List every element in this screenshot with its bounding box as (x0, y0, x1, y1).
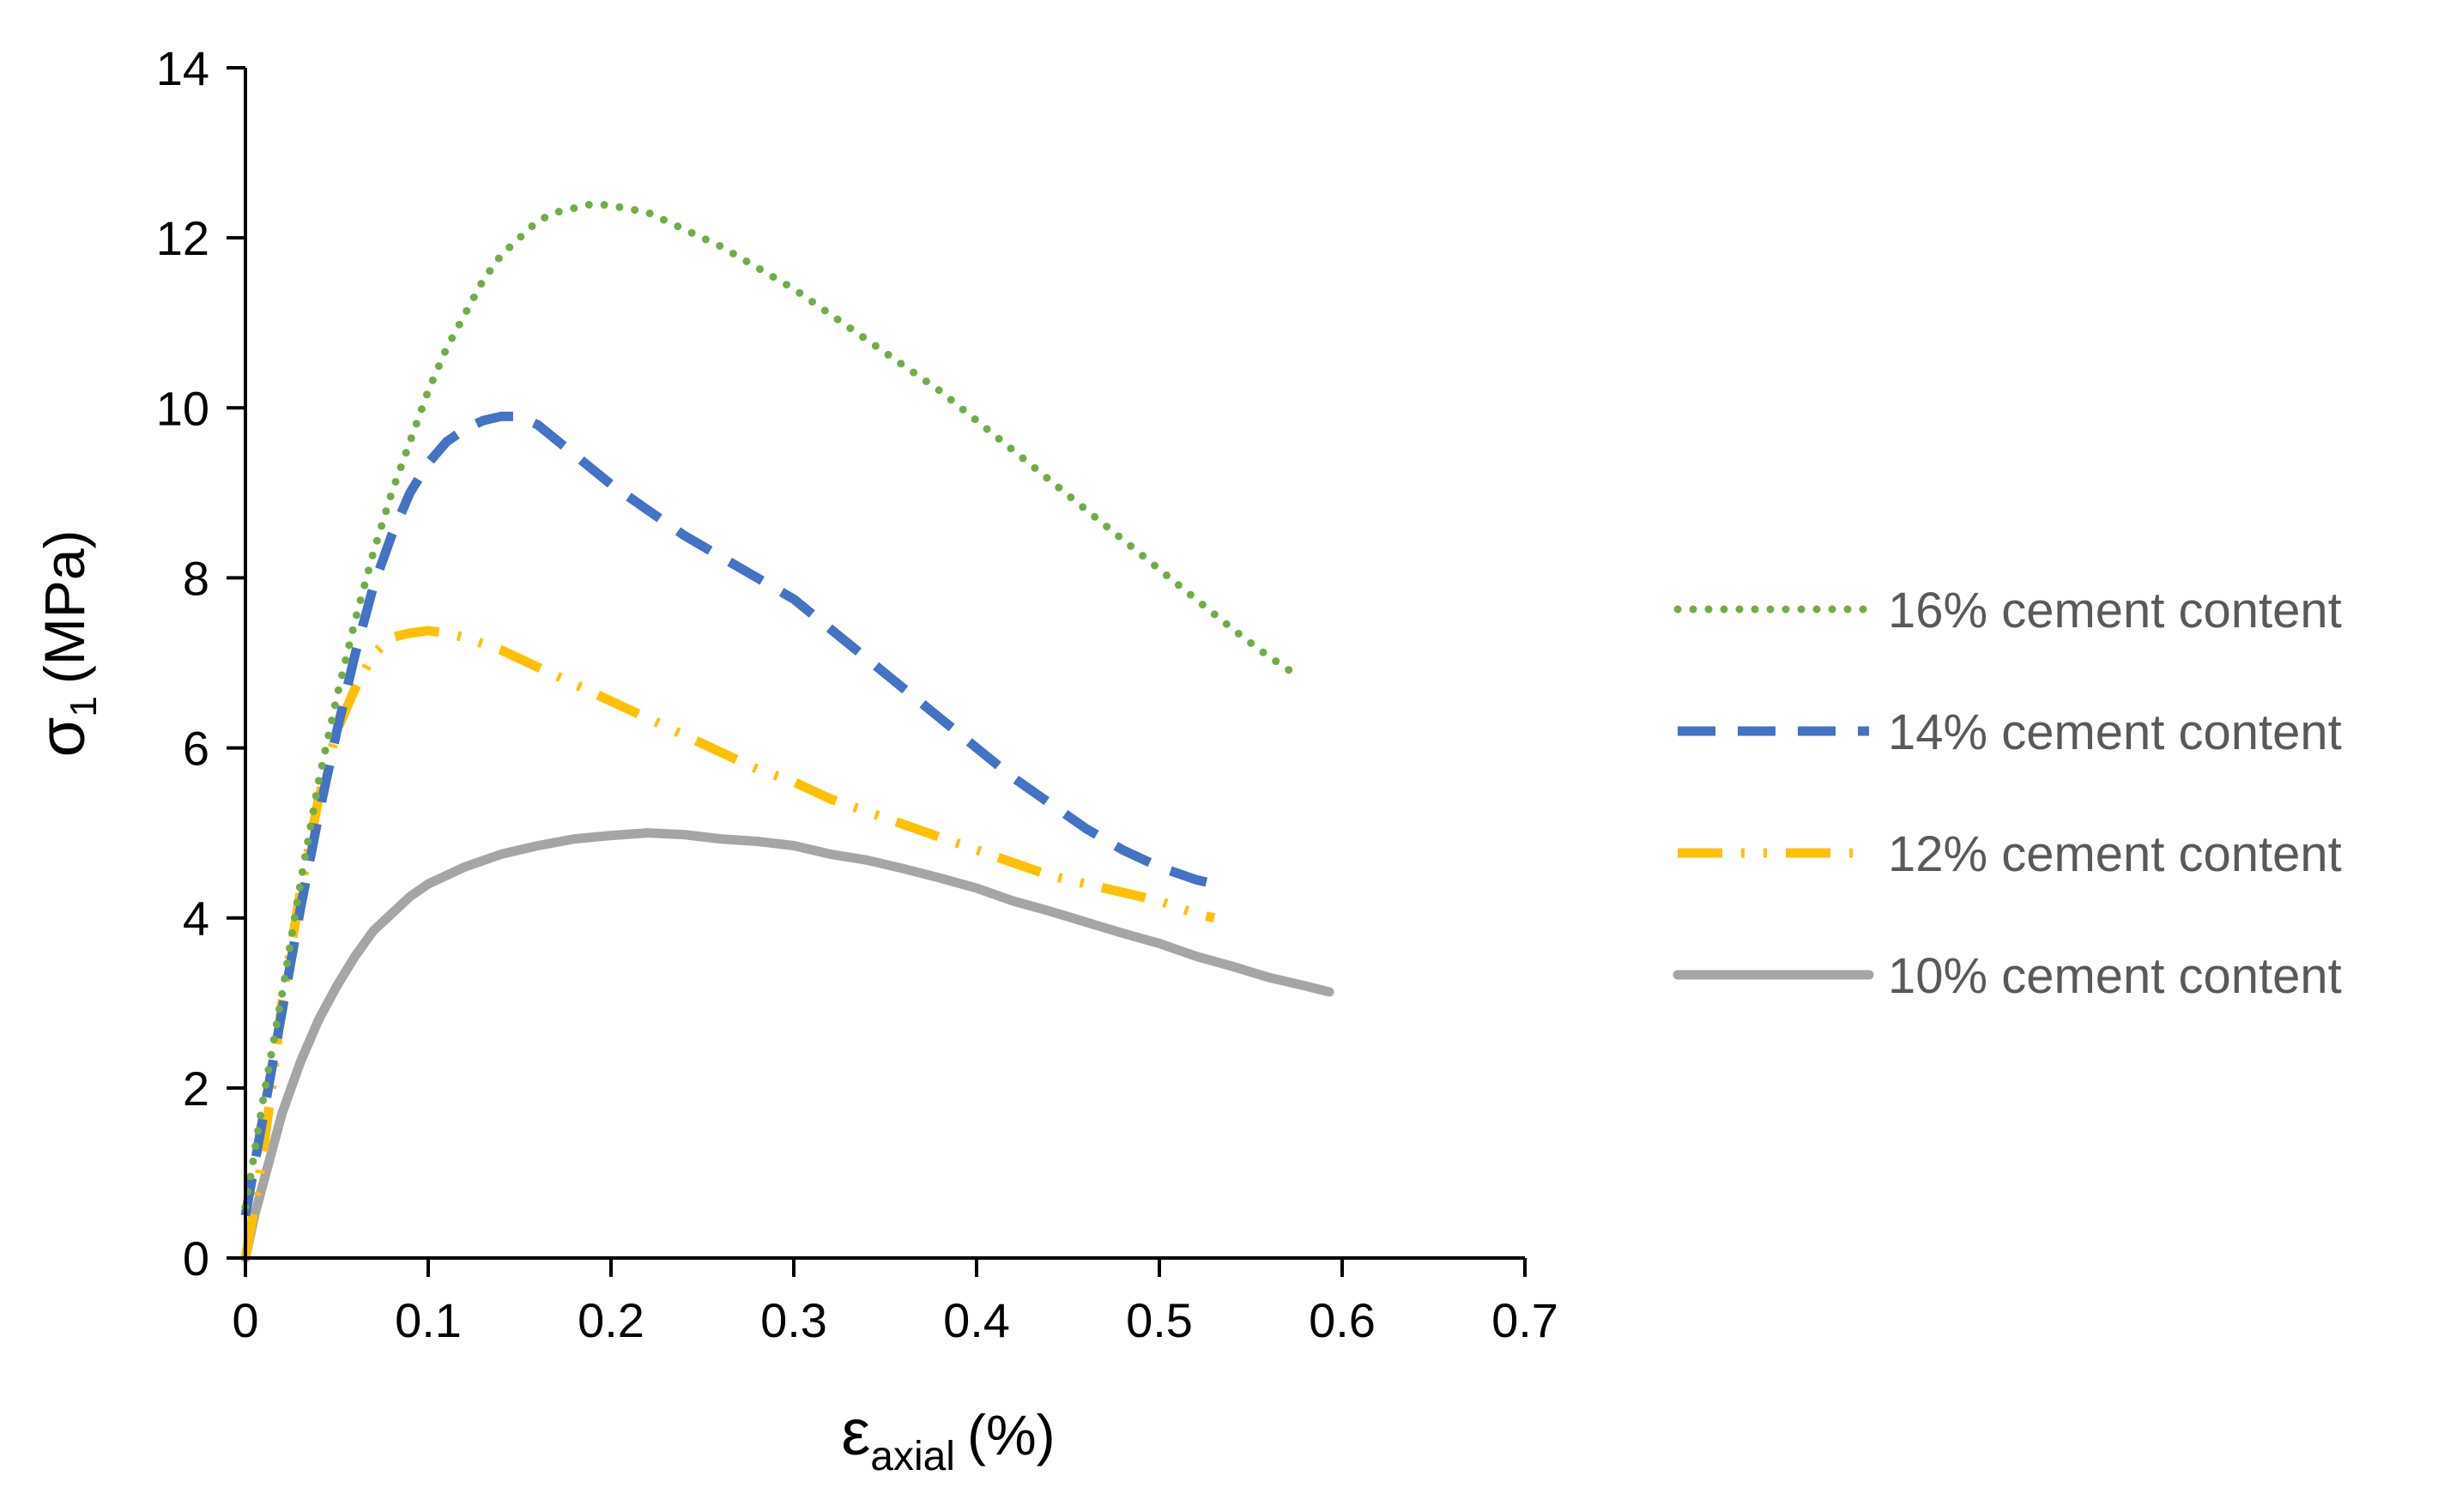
y-tick-label: 2 (183, 1061, 209, 1116)
y-tick-label: 14 (156, 41, 209, 95)
y-axis-subscript: 1 (63, 696, 105, 717)
y-tick-label: 10 (156, 381, 209, 435)
legend-label: 14% cement content (1888, 705, 2342, 760)
x-tick-label: 0 (232, 1293, 258, 1347)
series-layer (240, 200, 1334, 1263)
x-axis-subscript: axial (870, 1434, 955, 1479)
legend-item: 14% cement content (1678, 705, 2342, 760)
x-axis-unit: (%) (967, 1403, 1056, 1467)
x-axis-symbol: ε (841, 1396, 870, 1469)
y-tick-label: 6 (183, 722, 209, 776)
x-tick-label: 0.5 (1126, 1293, 1193, 1347)
series-line-10pct (240, 828, 1334, 1263)
plot-area (240, 200, 1334, 1263)
x-tick-label: 0.1 (395, 1293, 462, 1347)
x-axis-title: εaxial (%) (841, 1396, 1055, 1479)
legend-item: 12% cement content (1678, 826, 2342, 882)
y-axis-title: σ1 (MPa) (26, 529, 105, 757)
y-tick-label: 0 (183, 1231, 209, 1285)
axes: 0 2 4 6 8 10 12 14 0 0.1 0.2 0.3 0.4 0.5 0.6 0.7 (156, 41, 1558, 1347)
legend-label: 16% cement content (1888, 583, 2342, 638)
y-axis-unit: (MPa) (33, 529, 96, 684)
x-tick-label: 0.7 (1491, 1293, 1558, 1347)
x-tick-label: 0.2 (578, 1293, 644, 1347)
y-tick-label: 12 (156, 211, 209, 265)
y-axis-symbol: σ (26, 717, 99, 758)
x-tick-label: 0.4 (943, 1293, 1010, 1347)
legend-label: 10% cement content (1888, 948, 2342, 1004)
x-ticks: 0 0.1 0.2 0.3 0.4 0.5 0.6 0.7 (232, 1258, 1558, 1347)
y-tick-label: 8 (183, 551, 209, 605)
legend-item: 10% cement content (1673, 948, 2342, 1004)
legend-label: 12% cement content (1888, 826, 2342, 882)
x-tick-label: 0.6 (1309, 1293, 1376, 1347)
legend-item: 16% cement content (1673, 583, 2342, 638)
series-line-12pct (240, 626, 1216, 1259)
x-tick-label: 0.3 (760, 1293, 827, 1347)
y-tick-label: 4 (183, 892, 209, 946)
y-ticks: 0 2 4 6 8 10 12 14 (156, 41, 245, 1285)
legend: 16% cement content 14% cement content 12% … (1673, 583, 2342, 1004)
series-line-14pct (240, 411, 1216, 1217)
